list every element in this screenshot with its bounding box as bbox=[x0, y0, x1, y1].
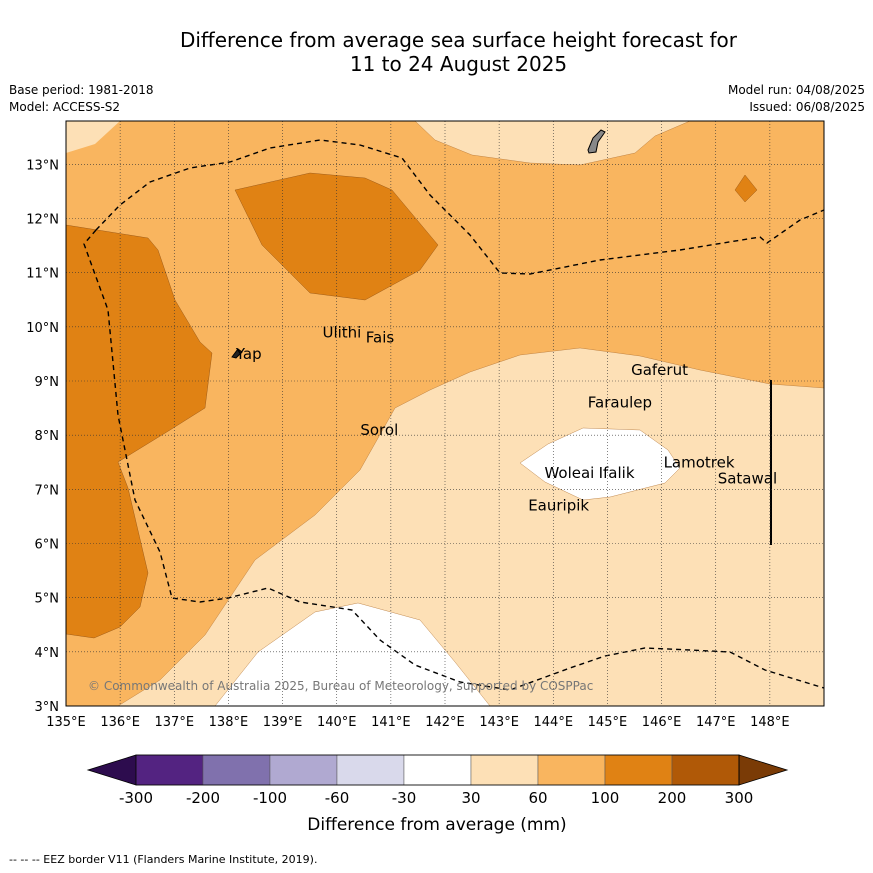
colorbar-tick-label: 300 bbox=[725, 789, 754, 807]
lat-tick-label: 6°N bbox=[35, 538, 60, 553]
contour-top-left-pale bbox=[66, 121, 120, 153]
contour-100-200-west bbox=[66, 224, 213, 639]
latitude-labels: 3°N 4°N 5°N 6°N 7°N 8°N 9°N 10°N 11°N 12°N 13°N bbox=[26, 158, 59, 715]
place-label: Ifalik bbox=[599, 464, 635, 482]
place-labels: Yap Ulithi Fais Sorol Gaferut Faraulep Woleai I… bbox=[235, 323, 777, 514]
colorbar-segment bbox=[671, 754, 740, 786]
contour-100-200-north bbox=[234, 172, 439, 301]
lat-tick-label: 4°N bbox=[35, 646, 60, 661]
title-line-1: Difference from average sea surface heig… bbox=[179, 28, 738, 52]
colorbar-segment bbox=[336, 754, 405, 786]
place-label: Sorol bbox=[360, 421, 398, 439]
lat-tick-label: 7°N bbox=[35, 483, 60, 498]
colorbar-tick-label: 200 bbox=[658, 789, 687, 807]
place-label: Woleai bbox=[544, 464, 594, 482]
place-label: Ulithi bbox=[322, 323, 361, 341]
colorbar-segment bbox=[470, 754, 539, 786]
lon-tick-label: 146°E bbox=[642, 715, 682, 730]
lon-tick-label: 137°E bbox=[155, 715, 195, 730]
colorbar-tick-label: 100 bbox=[591, 789, 620, 807]
colorbar-segment bbox=[269, 754, 338, 786]
place-label: Gaferut bbox=[631, 361, 688, 379]
lat-tick-label: 13°N bbox=[26, 158, 59, 173]
colorbar-segment bbox=[537, 754, 606, 786]
place-label: Faraulep bbox=[588, 394, 652, 412]
eez-border-north bbox=[95, 139, 824, 275]
colorbar-segment bbox=[403, 754, 472, 786]
lon-tick-label: 141°E bbox=[371, 715, 411, 730]
colorbar-extend-high bbox=[738, 754, 789, 786]
colorbar-segment bbox=[604, 754, 673, 786]
meta-left: Base period: 1981-2018 Model: ACCESS-S2 bbox=[9, 82, 154, 116]
title-line-2: 11 to 24 August 2025 bbox=[349, 52, 568, 76]
lat-tick-label: 10°N bbox=[26, 321, 59, 336]
lon-tick-label: 142°E bbox=[425, 715, 465, 730]
lat-tick-label: 3°N bbox=[35, 700, 60, 715]
lon-tick-label: 148°E bbox=[750, 715, 790, 730]
copyright-credit: © Commonwealth of Australia 2025, Bureau… bbox=[88, 679, 593, 693]
colorbar-tick-label: -200 bbox=[186, 789, 220, 807]
colorbar-tick-label: -60 bbox=[325, 789, 350, 807]
lat-tick-label: 9°N bbox=[35, 375, 60, 390]
issued-date: Issued: 06/08/2025 bbox=[749, 100, 865, 114]
colorbar-tick-label: -100 bbox=[253, 789, 287, 807]
colorbar-tick-label: -300 bbox=[119, 789, 153, 807]
place-label: Fais bbox=[366, 329, 395, 347]
colorbar-segment bbox=[202, 754, 271, 786]
lat-tick-label: 8°N bbox=[35, 429, 60, 444]
lon-tick-label: 144°E bbox=[534, 715, 574, 730]
yap-island bbox=[231, 348, 243, 359]
lon-tick-label: 139°E bbox=[263, 715, 303, 730]
lon-tick-label: 135°E bbox=[46, 715, 86, 730]
colorbar-tick-label: 60 bbox=[528, 789, 547, 807]
lon-tick-label: 147°E bbox=[696, 715, 736, 730]
lat-tick-label: 11°N bbox=[26, 267, 59, 282]
contour-100-200-east bbox=[734, 174, 758, 203]
colorbar-extend-low bbox=[86, 754, 137, 786]
eez-footnote: -- -- -- EEZ border V11 (Flanders Marine… bbox=[9, 853, 318, 866]
guam-island bbox=[587, 129, 606, 154]
colorbar: -300 -200 -100 -60 -30 30 60 100 200 300 bbox=[86, 754, 789, 807]
colorbar-label: Difference from average (mm) bbox=[307, 815, 566, 835]
place-label: Yap bbox=[235, 345, 262, 363]
lon-tick-label: 140°E bbox=[317, 715, 357, 730]
lon-tick-label: 145°E bbox=[588, 715, 628, 730]
colorbar-tick-label: 30 bbox=[461, 789, 480, 807]
place-label: Satawal bbox=[718, 470, 777, 488]
place-label: Eauripik bbox=[528, 497, 589, 515]
place-label: Lamotrek bbox=[664, 453, 735, 471]
lon-tick-label: 138°E bbox=[209, 715, 249, 730]
contour-top-center-pale bbox=[414, 121, 691, 166]
contour-white-central bbox=[519, 427, 681, 501]
colorbar-segment bbox=[135, 754, 204, 786]
contour-white-south bbox=[214, 602, 491, 706]
chart-title: Difference from average sea surface heig… bbox=[0, 28, 873, 76]
longitude-labels: 135°E 136°E 137°E 138°E 139°E 140°E 141°E 142°E… bbox=[46, 715, 789, 730]
model-name: Model: ACCESS-S2 bbox=[9, 100, 121, 114]
eez-border-south bbox=[83, 229, 824, 691]
map-frame bbox=[65, 120, 825, 707]
colorbar-frame bbox=[135, 754, 740, 786]
model-run: Model run: 04/08/2025 bbox=[727, 83, 865, 97]
meta-right: Model run: 04/08/2025 Issued: 06/08/2025 bbox=[728, 82, 865, 116]
lat-tick-label: 12°N bbox=[26, 213, 59, 228]
lat-tick-label: 5°N bbox=[35, 592, 60, 607]
base-period: Base period: 1981-2018 bbox=[9, 83, 154, 97]
lon-tick-label: 143°E bbox=[479, 715, 519, 730]
colorbar-tick-label: -30 bbox=[392, 789, 417, 807]
lon-tick-label: 136°E bbox=[100, 715, 140, 730]
